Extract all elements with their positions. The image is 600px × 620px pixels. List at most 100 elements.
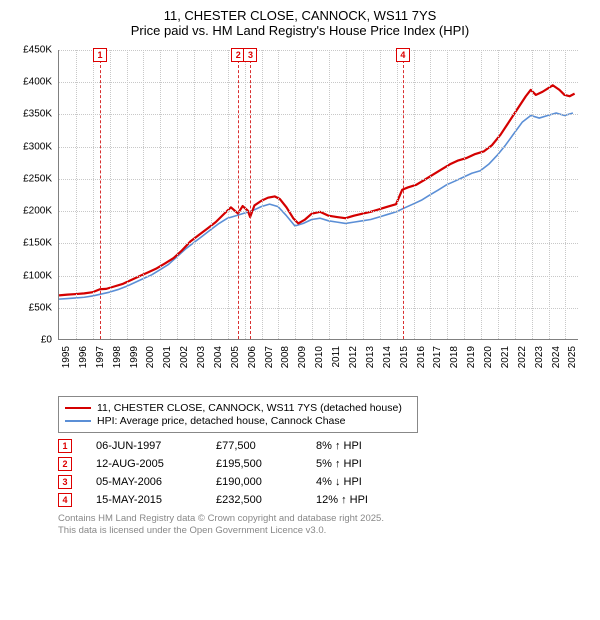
gridline-v	[93, 50, 94, 339]
y-tick-label: £150K	[23, 238, 52, 249]
x-tick-label: 2003	[196, 346, 207, 368]
gridline-v	[565, 50, 566, 339]
gridline-v	[346, 50, 347, 339]
x-tick-label: 2001	[162, 346, 173, 368]
event-row: 106-JUN-1997£77,5008% ↑ HPI	[58, 439, 588, 453]
x-tick-label: 2020	[483, 346, 494, 368]
event-date: 15-MAY-2015	[96, 494, 216, 506]
x-tick-label: 2007	[264, 346, 275, 368]
gridline-h	[59, 147, 578, 148]
y-tick-label: £50K	[29, 302, 52, 313]
x-axis-labels: 1995 1996 1997 1998 1999 2000 2001 2002 2003 2004…	[58, 344, 578, 390]
gridline-v	[295, 50, 296, 339]
event-pct: 12% ↑ HPI	[316, 494, 426, 506]
gridline-h	[59, 179, 578, 180]
event-price: £77,500	[216, 440, 316, 452]
event-price: £232,500	[216, 494, 316, 506]
x-tick-label: 2008	[280, 346, 291, 368]
x-tick-label: 2000	[145, 346, 156, 368]
gridline-v	[262, 50, 263, 339]
x-tick-label: 2019	[466, 346, 477, 368]
x-tick-label: 2006	[247, 346, 258, 368]
y-tick-label: £0	[41, 335, 52, 346]
x-tick-label: 2022	[517, 346, 528, 368]
event-badge: 2	[58, 457, 72, 471]
gridline-v	[464, 50, 465, 339]
event-pct: 4% ↓ HPI	[316, 476, 426, 488]
gridline-v	[498, 50, 499, 339]
x-tick-label: 2016	[416, 346, 427, 368]
gridline-h	[59, 308, 578, 309]
gridline-h	[59, 50, 578, 51]
gridline-v	[329, 50, 330, 339]
footer-line-2: This data is licensed under the Open Gov…	[58, 525, 588, 537]
event-badge: 4	[58, 493, 72, 507]
event-row: 212-AUG-2005£195,5005% ↑ HPI	[58, 457, 588, 471]
x-tick-label: 2025	[567, 346, 578, 368]
gridline-v	[110, 50, 111, 339]
legend: 11, CHESTER CLOSE, CANNOCK, WS11 7YS (de…	[58, 396, 418, 433]
gridline-v	[363, 50, 364, 339]
legend-item: HPI: Average price, detached house, Cann…	[65, 415, 411, 427]
x-tick-label: 2014	[382, 346, 393, 368]
gridline-v	[414, 50, 415, 339]
x-tick-label: 2002	[179, 346, 190, 368]
marker-line	[238, 50, 239, 339]
x-tick-label: 2024	[551, 346, 562, 368]
gridline-v	[481, 50, 482, 339]
legend-label: 11, CHESTER CLOSE, CANNOCK, WS11 7YS (de…	[97, 402, 402, 414]
x-tick-label: 1995	[61, 346, 72, 368]
y-tick-label: £400K	[23, 77, 52, 88]
gridline-v	[127, 50, 128, 339]
x-tick-label: 2013	[365, 346, 376, 368]
plot-area: 1234	[58, 50, 578, 340]
marker-line	[403, 50, 404, 339]
gridline-v	[76, 50, 77, 339]
gridline-h	[59, 276, 578, 277]
gridline-h	[59, 211, 578, 212]
gridline-h	[59, 243, 578, 244]
marker-badge: 3	[243, 48, 257, 62]
event-date: 06-JUN-1997	[96, 440, 216, 452]
x-tick-label: 2005	[230, 346, 241, 368]
chart-container: 11, CHESTER CLOSE, CANNOCK, WS11 7YS Pri…	[0, 0, 600, 545]
x-tick-label: 1998	[112, 346, 123, 368]
legend-label: HPI: Average price, detached house, Cann…	[97, 415, 345, 427]
gridline-v	[430, 50, 431, 339]
event-row: 305-MAY-2006£190,0004% ↓ HPI	[58, 475, 588, 489]
gridline-v	[312, 50, 313, 339]
title-line-2: Price paid vs. HM Land Registry's House …	[12, 23, 588, 38]
marker-badge: 4	[396, 48, 410, 62]
chart-area: £0£50K£100K£150K£200K£250K£300K£350K£400…	[12, 44, 588, 392]
gridline-v	[143, 50, 144, 339]
event-date: 12-AUG-2005	[96, 458, 216, 470]
x-tick-label: 2018	[449, 346, 460, 368]
x-tick-label: 1996	[78, 346, 89, 368]
gridline-v	[515, 50, 516, 339]
event-badge: 3	[58, 475, 72, 489]
x-tick-label: 2009	[297, 346, 308, 368]
x-tick-label: 2021	[500, 346, 511, 368]
gridline-v	[532, 50, 533, 339]
gridline-v	[177, 50, 178, 339]
gridline-v	[160, 50, 161, 339]
x-tick-label: 2017	[432, 346, 443, 368]
footer-note: Contains HM Land Registry data © Crown c…	[58, 513, 588, 537]
gridline-v	[278, 50, 279, 339]
x-tick-label: 1999	[129, 346, 140, 368]
events-table: 106-JUN-1997£77,5008% ↑ HPI212-AUG-2005£…	[58, 439, 588, 507]
marker-line	[250, 50, 251, 339]
x-tick-label: 2015	[399, 346, 410, 368]
x-tick-label: 2011	[331, 346, 342, 368]
x-tick-label: 2010	[314, 346, 325, 368]
x-tick-label: 2004	[213, 346, 224, 368]
gridline-v	[245, 50, 246, 339]
y-tick-label: £100K	[23, 270, 52, 281]
legend-swatch	[65, 407, 91, 409]
y-tick-label: £300K	[23, 141, 52, 152]
gridline-v	[549, 50, 550, 339]
line-svg	[59, 50, 578, 339]
gridline-v	[228, 50, 229, 339]
title-line-1: 11, CHESTER CLOSE, CANNOCK, WS11 7YS	[12, 8, 588, 23]
x-tick-label: 1997	[95, 346, 106, 368]
